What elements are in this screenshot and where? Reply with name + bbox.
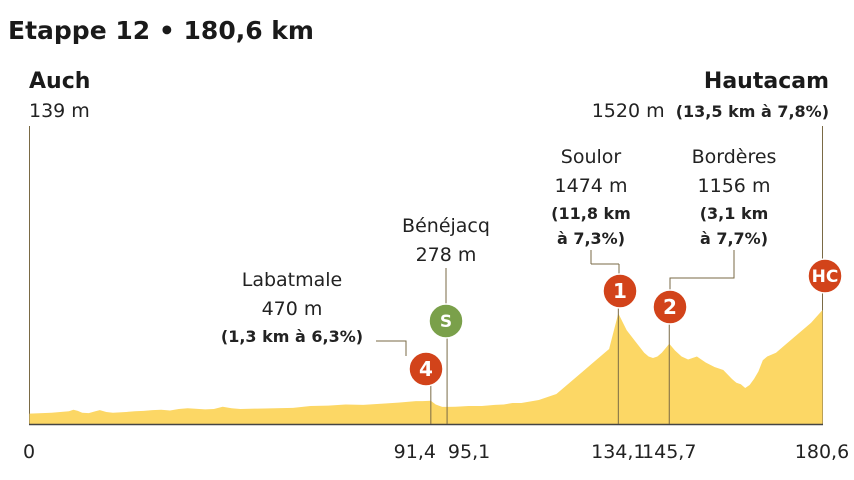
category-badge-0-label: 4 [419,357,433,381]
category-badge-finish-circle [807,258,843,294]
category-badge-3-circle [652,289,688,325]
category-badge-1-label: S [440,312,452,332]
start-elevation: 139 m [29,100,90,122]
climb-soulor-name: Soulor [561,146,622,168]
climb-benejacq-elevation: 278 m [416,244,477,266]
climb-soulor-elevation: 1474 m [555,175,628,197]
category-badge-0-circle [408,351,444,387]
finish-elevation: 1520 m [592,100,665,122]
category-badge-2-label: 1 [613,279,627,303]
climb-labatmale-elevation: 470 m [262,298,323,320]
x-tick-4: 145,7 [642,441,696,463]
leader-borderes [669,250,735,292]
climb-borderes-climb-line2: à 7,7%) [700,229,768,248]
climb-labatmale-climb: (1,3 km à 6,3%) [221,327,363,346]
category-badge-2-circle [602,273,638,309]
category-badge-3-label: 2 [663,295,677,319]
finish-info: 1520 m (13,5 km à 7,8%) [592,100,829,122]
category-badge-finish-label: HC [812,267,839,287]
climb-benejacq-name: Bénéjacq [402,215,490,237]
climb-borderes-elevation: 1156 m [698,175,771,197]
chart-marks: 4 S 1 2 HC [408,258,843,424]
chart-title: Etappe 12 • 180,6 km [8,16,314,45]
climb-borderes-climb-line1: (3,1 km [700,204,769,223]
x-tick-0: 0 [23,441,35,463]
climb-borderes-name: Bordères [692,146,777,168]
category-badge-1-circle [428,303,464,339]
elevation-profile-area [29,310,823,424]
leader-labatmale [376,340,407,356]
finish-climb: (13,5 km à 7,8%) [676,102,829,121]
climb-soulor-climb-line2: à 7,3%) [557,229,625,248]
x-tick-5: 180,6 [795,441,849,463]
finish-name: Hautacam [704,69,829,94]
x-tick-2: 95,1 [448,441,490,463]
x-tick-3: 134,1 [591,441,645,463]
climb-labatmale-name: Labatmale [242,269,343,291]
climb-soulor-climb-line1: (11,8 km [551,204,631,223]
x-tick-1: 91,4 [394,441,436,463]
start-name: Auch [29,69,90,94]
